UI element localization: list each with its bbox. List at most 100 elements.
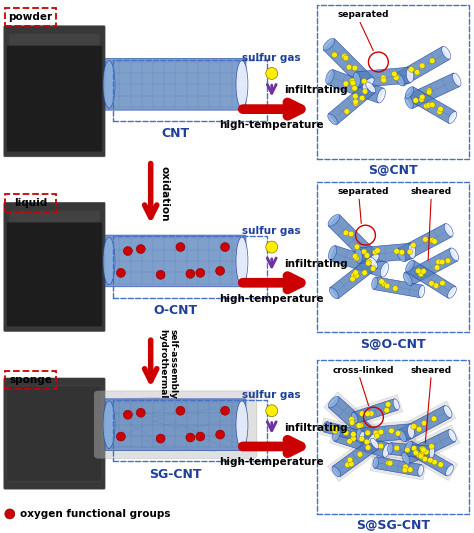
Polygon shape — [390, 443, 432, 458]
Ellipse shape — [404, 441, 412, 452]
Ellipse shape — [236, 401, 248, 448]
Polygon shape — [328, 397, 378, 443]
Circle shape — [354, 255, 359, 261]
Circle shape — [379, 279, 384, 284]
Polygon shape — [353, 399, 398, 424]
Circle shape — [405, 447, 410, 453]
Polygon shape — [405, 441, 453, 476]
Circle shape — [123, 410, 132, 419]
Circle shape — [357, 451, 363, 457]
Circle shape — [266, 241, 278, 253]
Circle shape — [378, 429, 383, 435]
Polygon shape — [332, 438, 379, 477]
Ellipse shape — [397, 249, 406, 262]
Circle shape — [353, 99, 358, 104]
Circle shape — [411, 424, 416, 429]
Circle shape — [407, 249, 412, 254]
Circle shape — [411, 424, 417, 429]
Ellipse shape — [367, 254, 379, 265]
Circle shape — [375, 248, 380, 253]
Ellipse shape — [368, 432, 379, 443]
Text: CNT: CNT — [162, 127, 190, 140]
Polygon shape — [356, 67, 410, 87]
Circle shape — [402, 467, 408, 473]
Text: S@SG-CNT: S@SG-CNT — [356, 519, 430, 532]
Circle shape — [196, 269, 205, 277]
Ellipse shape — [395, 73, 404, 86]
FancyBboxPatch shape — [94, 391, 257, 458]
Circle shape — [364, 439, 370, 445]
Circle shape — [370, 266, 376, 271]
Ellipse shape — [393, 399, 399, 410]
Ellipse shape — [409, 244, 416, 259]
Ellipse shape — [453, 73, 461, 86]
Text: liquid: liquid — [14, 198, 47, 208]
Ellipse shape — [446, 465, 454, 476]
Circle shape — [416, 426, 422, 432]
Circle shape — [374, 433, 380, 439]
Circle shape — [266, 68, 278, 79]
Ellipse shape — [429, 447, 435, 458]
FancyBboxPatch shape — [9, 211, 100, 226]
Circle shape — [362, 270, 367, 276]
Ellipse shape — [103, 237, 115, 285]
Text: sponge: sponge — [9, 375, 52, 385]
Circle shape — [384, 283, 390, 289]
Ellipse shape — [450, 248, 459, 261]
Circle shape — [186, 433, 195, 442]
Ellipse shape — [352, 413, 358, 423]
Ellipse shape — [448, 430, 456, 442]
Circle shape — [394, 445, 400, 451]
Circle shape — [350, 80, 356, 86]
Text: hydrothermal: hydrothermal — [158, 329, 167, 399]
Polygon shape — [374, 277, 423, 298]
Circle shape — [429, 102, 435, 108]
Circle shape — [343, 230, 349, 236]
Circle shape — [368, 411, 374, 416]
Circle shape — [352, 85, 357, 91]
Circle shape — [342, 53, 347, 59]
Ellipse shape — [408, 424, 414, 438]
Circle shape — [343, 430, 349, 435]
Text: SG-CNT: SG-CNT — [149, 468, 202, 481]
Polygon shape — [398, 425, 460, 469]
Circle shape — [351, 432, 356, 437]
Ellipse shape — [418, 465, 423, 476]
Polygon shape — [328, 82, 375, 125]
Ellipse shape — [368, 257, 378, 268]
Circle shape — [381, 77, 386, 83]
Bar — [5, 195, 56, 212]
Circle shape — [429, 443, 434, 449]
Circle shape — [423, 449, 429, 455]
Circle shape — [378, 443, 384, 449]
Ellipse shape — [444, 406, 452, 417]
Text: high-temperature: high-temperature — [219, 457, 324, 467]
Circle shape — [420, 449, 426, 455]
Text: high-temperature: high-temperature — [219, 120, 324, 130]
Text: high-temperature: high-temperature — [219, 294, 324, 304]
Ellipse shape — [383, 443, 391, 457]
Circle shape — [434, 265, 440, 270]
Bar — [5, 371, 56, 389]
Circle shape — [392, 71, 397, 77]
Text: powder: powder — [9, 12, 53, 22]
FancyBboxPatch shape — [9, 34, 100, 50]
Ellipse shape — [403, 273, 412, 286]
Circle shape — [366, 259, 372, 264]
Ellipse shape — [405, 95, 413, 108]
Circle shape — [409, 67, 415, 72]
Circle shape — [123, 247, 132, 255]
Circle shape — [364, 253, 370, 258]
Circle shape — [365, 445, 371, 450]
Text: sulfur gas: sulfur gas — [242, 226, 301, 236]
Polygon shape — [398, 223, 452, 262]
Circle shape — [137, 408, 145, 417]
Circle shape — [433, 283, 439, 288]
Ellipse shape — [419, 285, 425, 297]
Circle shape — [349, 78, 355, 84]
Polygon shape — [358, 243, 413, 264]
Circle shape — [429, 58, 435, 63]
Text: oxygen functional groups: oxygen functional groups — [20, 509, 170, 519]
Bar — [113, 400, 267, 462]
Ellipse shape — [444, 224, 453, 237]
